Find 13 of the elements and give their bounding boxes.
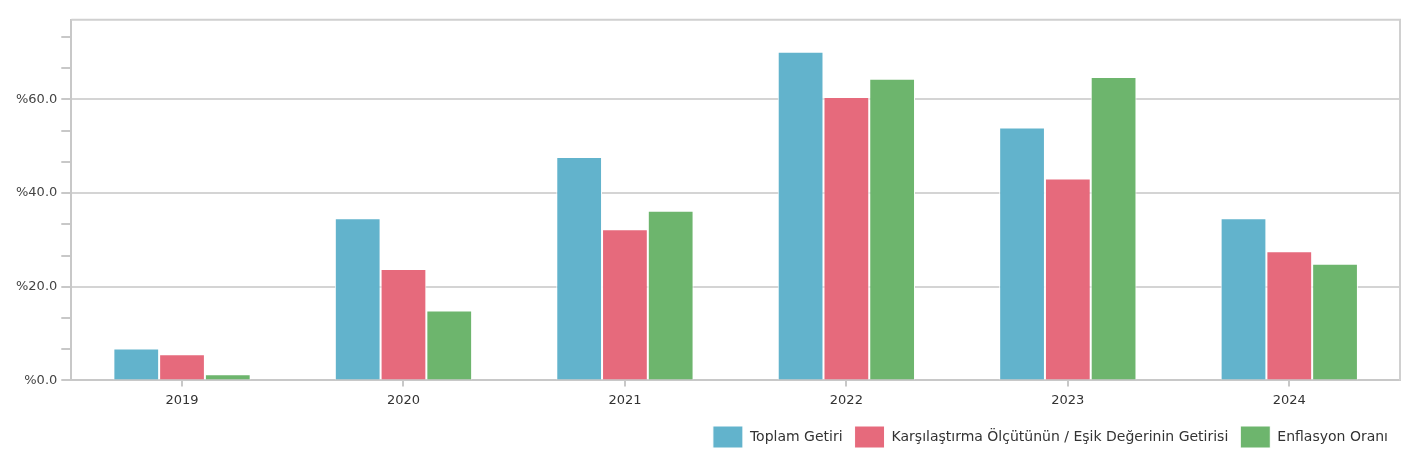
- y-tick-label: %40.0: [15, 184, 58, 200]
- legend-label: Enflasyon Oranı: [1277, 427, 1388, 444]
- legend-label: Karşılaştırma Ölçütünün / Eşik Değerinin Getirisi: [891, 426, 1229, 444]
- x-tick-label: 2022: [829, 391, 863, 407]
- y-tick-label: %20.0: [15, 278, 58, 294]
- y-tick-label: %0.0: [24, 371, 58, 387]
- legend-label: Toplam Getiri: [748, 427, 843, 444]
- x-tick-label: 2020: [386, 391, 421, 407]
- x-tick-label: 2021: [608, 391, 642, 407]
- y-tick-label: %60.0: [15, 90, 58, 106]
- x-tick-label: 2024: [1272, 391, 1306, 407]
- x-tick-label: 2023: [1051, 391, 1085, 407]
- x-tick-label: 2019: [165, 391, 199, 407]
